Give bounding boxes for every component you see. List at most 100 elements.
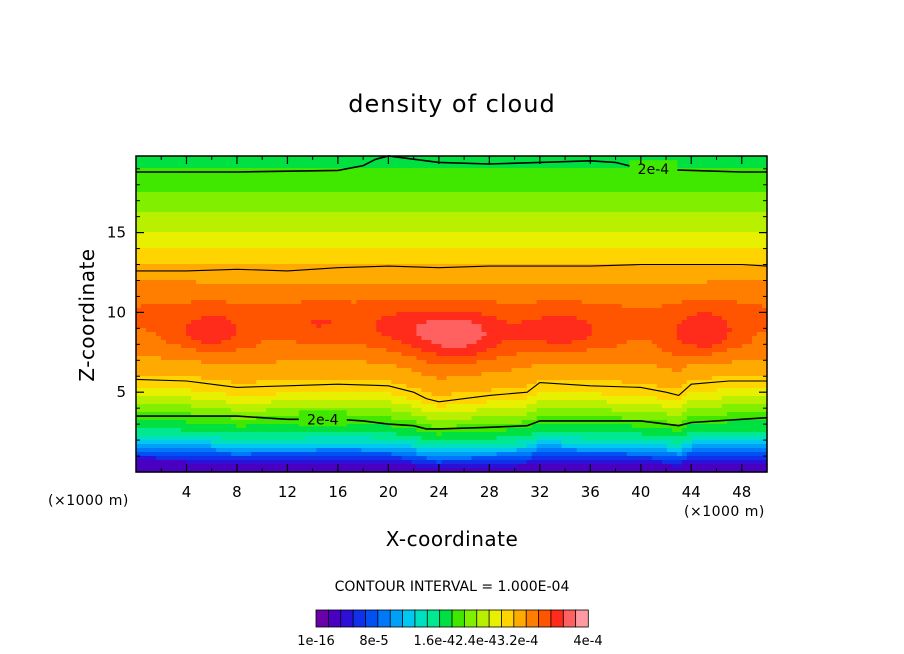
field-cell: [406, 260, 413, 265]
field-cell: [356, 312, 362, 317]
field-cell: [676, 272, 683, 277]
field-cell: [156, 304, 162, 309]
field-cell: [276, 216, 282, 221]
field-cell: [486, 248, 493, 253]
field-cell: [191, 276, 197, 281]
field-cell: [681, 292, 688, 297]
field-cell: [726, 204, 733, 209]
field-cell: [626, 244, 633, 249]
field-cell: [166, 272, 172, 277]
field-cell: [226, 176, 232, 181]
field-cell: [411, 200, 418, 205]
field-cell: [306, 204, 312, 209]
field-cell: [741, 216, 748, 221]
field-cell: [576, 232, 583, 237]
field-cell: [166, 188, 172, 193]
field-cell: [661, 280, 668, 285]
field-cell: [246, 200, 252, 205]
field-cell: [721, 176, 728, 181]
field-cell: [146, 232, 152, 237]
field-cell: [286, 244, 292, 249]
field-cell: [431, 248, 438, 253]
field-cell: [381, 248, 387, 253]
field-cell: [736, 176, 743, 181]
field-cell: [511, 188, 518, 193]
field-cell: [571, 160, 578, 165]
field-cell: [376, 200, 382, 205]
field-cell: [406, 276, 413, 281]
field-cell: [151, 272, 157, 277]
field-cell: [546, 256, 553, 261]
field-cell: [486, 184, 493, 189]
field-cell: [581, 160, 588, 165]
field-cell: [186, 200, 192, 205]
field-cell: [436, 208, 443, 213]
field-cell: [536, 180, 543, 185]
field-cell: [736, 268, 743, 273]
field-cell: [596, 252, 603, 257]
field-cell: [446, 228, 453, 233]
field-cell: [306, 232, 312, 237]
field-cell: [301, 256, 307, 261]
field-cell: [466, 268, 473, 273]
field-cell: [346, 304, 352, 309]
field-cell: [206, 236, 212, 241]
field-cell: [581, 276, 588, 281]
field-cell: [251, 264, 257, 269]
field-cell: [146, 264, 152, 269]
field-cell: [511, 312, 518, 317]
field-cell: [311, 204, 317, 209]
field-cell: [466, 196, 473, 201]
field-cell: [376, 232, 382, 237]
field-cell: [281, 284, 287, 289]
field-cell: [481, 208, 488, 213]
field-cell: [401, 304, 408, 309]
field-cell: [561, 292, 568, 297]
field-cell: [471, 244, 478, 249]
field-cell: [456, 280, 463, 285]
field-cell: [711, 256, 718, 261]
field-cell: [626, 248, 633, 253]
field-cell: [741, 300, 748, 305]
field-cell: [746, 284, 753, 289]
field-cell: [431, 296, 438, 301]
field-cell: [446, 188, 453, 193]
field-cell: [431, 228, 438, 233]
field-cell: [296, 236, 302, 241]
field-cell: [421, 212, 428, 217]
field-cell: [526, 184, 533, 189]
field-cell: [746, 160, 753, 165]
field-cell: [581, 244, 588, 249]
field-cell: [351, 312, 357, 317]
field-cell: [631, 244, 638, 249]
field-cell: [636, 308, 643, 313]
field-cell: [756, 192, 763, 197]
field-cell: [216, 260, 222, 265]
field-cell: [611, 176, 618, 181]
field-cell: [241, 168, 247, 173]
field-cell: [296, 192, 302, 197]
field-cell: [571, 244, 578, 249]
field-cell: [436, 204, 443, 209]
field-cell: [286, 220, 292, 225]
field-cell: [541, 232, 548, 237]
field-cell: [661, 204, 668, 209]
field-cell: [711, 208, 718, 213]
field-cell: [576, 260, 583, 265]
field-cell: [226, 260, 232, 265]
field-cell: [441, 168, 448, 173]
field-cell: [696, 284, 703, 289]
field-cell: [211, 236, 217, 241]
field-cell: [221, 300, 227, 305]
field-cell: [166, 180, 172, 185]
field-cell: [546, 176, 553, 181]
field-cell: [141, 296, 147, 301]
field-cell: [591, 272, 598, 277]
field-cell: [696, 240, 703, 245]
field-cell: [256, 272, 262, 277]
field-cell: [236, 240, 242, 245]
field-cell: [386, 232, 393, 237]
field-cell: [736, 304, 743, 309]
field-cell: [626, 224, 633, 229]
field-cell: [151, 288, 157, 293]
